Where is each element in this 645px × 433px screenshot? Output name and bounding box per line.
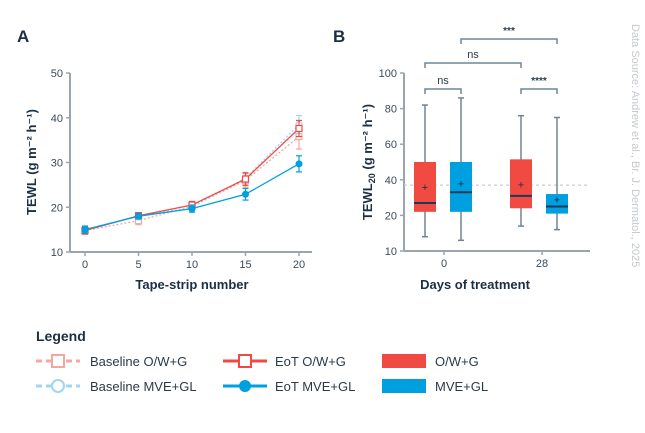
legend-circle-marker (239, 380, 251, 392)
legend-item: EoT MVE+GL (223, 379, 355, 394)
x-tick-label: 28 (536, 258, 548, 270)
data-point (188, 205, 196, 213)
box-mvegl-day0 (450, 162, 472, 212)
data-point (135, 212, 142, 220)
significance-bracket (424, 62, 522, 68)
panel-b-xlabel: Days of treatment (420, 277, 530, 292)
legend-label: MVE+GL (435, 379, 488, 394)
legend-label: Baseline O/W+G (90, 354, 187, 369)
y-tick-label: 10 (385, 246, 397, 258)
box-owg-day0 (414, 162, 436, 212)
legend-item: Baseline O/W+G (36, 354, 187, 369)
panel-a-chart: 10 20 30 40 50 0 5 10 15 20 (51, 68, 312, 271)
legend-swatch (382, 379, 426, 393)
significance-label: *** (503, 26, 515, 37)
y-tick-label: 40 (385, 175, 397, 187)
x-tick-label: 20 (293, 259, 305, 271)
y-tick-label: 100 (379, 68, 397, 80)
significance-label: ns (467, 49, 479, 61)
significance-bracket (460, 38, 558, 44)
legend-item: MVE+GL (382, 379, 488, 394)
y-tick-label: 60 (385, 139, 397, 151)
legend-square-marker (238, 354, 252, 368)
x-tick-label: 5 (135, 259, 141, 271)
mean-marker: + (458, 178, 464, 190)
x-tick-label: 15 (239, 259, 251, 271)
ylabel-main: TEWL (360, 183, 375, 220)
x-tick-label: 10 (186, 259, 198, 271)
data-point (241, 175, 250, 183)
legend-label: EoT MVE+GL (275, 379, 355, 394)
data-point (295, 160, 303, 168)
legend-item: Baseline MVE+GL (36, 379, 197, 394)
legend-label: Baseline MVE+GL (90, 379, 197, 394)
legend-swatch (382, 354, 426, 368)
data-source: Data Source: Andrew et al., Br. J. Derma… (629, 24, 641, 267)
data-point (242, 190, 249, 198)
significance-label: ns (437, 75, 449, 87)
mean-marker: + (554, 194, 560, 206)
legend-label: EoT O/W+G (275, 354, 346, 369)
legend-item: O/W+G (382, 354, 479, 369)
ylabel-sub: 20 (367, 173, 377, 183)
data-point (81, 226, 89, 234)
panel-b-label: B (333, 27, 345, 46)
panel-a-ylabel: TEWL (g m⁻² h⁻¹) (24, 109, 39, 215)
significance-bracket (424, 88, 462, 94)
y-tick-label: 30 (51, 158, 63, 170)
series-line (84, 136, 300, 232)
box-mvegl-day28 (546, 194, 568, 214)
y-tick-label: 50 (51, 68, 63, 80)
series-line (84, 124, 300, 231)
x-tick-label: 0 (82, 259, 88, 271)
mean-marker: + (518, 179, 524, 191)
x-tick-label: 0 (441, 258, 447, 270)
legend-label: O/W+G (435, 354, 479, 369)
data-point (295, 124, 303, 133)
y-tick-label: 80 (385, 104, 397, 116)
significance-label: **** (531, 76, 547, 87)
y-tick-label: 20 (385, 210, 397, 222)
ylabel-unit: (g m⁻² h⁻¹) (360, 104, 375, 173)
series-line (84, 163, 300, 231)
y-tick-label: 40 (51, 113, 63, 125)
significance-bracket (520, 88, 558, 94)
panel-b-chart: 10 20 40 60 80 100 0 28 + + + + ns **** ns *** (379, 26, 590, 270)
legend-square-marker (51, 354, 65, 368)
panel-a-label: A (17, 27, 29, 46)
mean-marker: + (422, 182, 428, 194)
legend-circle-marker (51, 379, 65, 393)
legend-item: EoT O/W+G (223, 354, 346, 369)
panel-a-xlabel: Tape-strip number (135, 277, 248, 292)
y-tick-label: 20 (51, 202, 63, 214)
legend-title: Legend (36, 328, 86, 344)
legend: Baseline O/W+G EoT O/W+G O/W+G Baseline MVE… (36, 354, 488, 394)
series-line (84, 128, 300, 232)
y-tick-label: 10 (51, 247, 63, 259)
panel-b-ylabel: TEWL20 (g m⁻² h⁻¹) (360, 104, 377, 220)
